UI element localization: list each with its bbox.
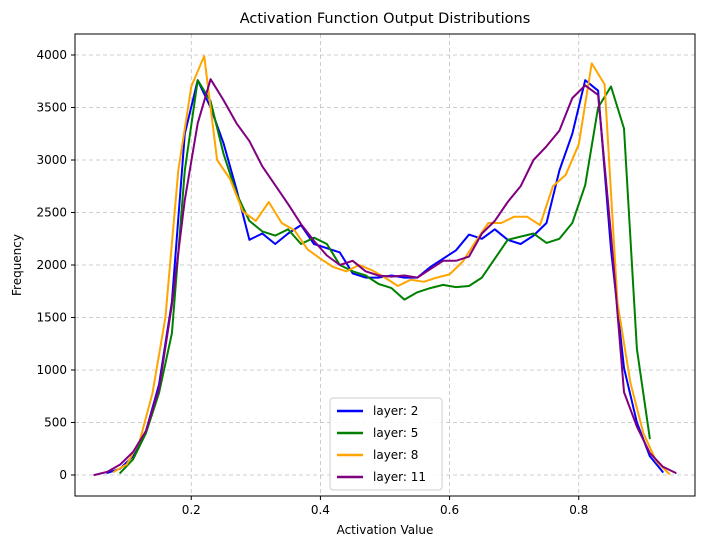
- legend: layer: 2 layer: 5 layer: 8 layer: 11: [329, 397, 443, 491]
- y-tick-label: 1500: [36, 311, 67, 325]
- grid: [75, 34, 695, 496]
- series-line-4: [93, 78, 677, 476]
- legend-label-3: layer: 8: [373, 448, 418, 462]
- series-line-3: [112, 55, 671, 475]
- y-tick-label: 4000: [36, 48, 67, 62]
- legend-label-2: layer: 5: [373, 426, 418, 440]
- x-axis-label: Activation Value: [337, 523, 434, 537]
- chart-title: Activation Function Output Distributions: [240, 11, 531, 27]
- x-tick-label: 0.6: [440, 503, 459, 517]
- plot-lines: [93, 55, 677, 476]
- y-tick-label: 3500: [36, 101, 67, 115]
- legend-label-1: layer: 2: [373, 404, 418, 418]
- y-axis-label: Frequency: [10, 234, 24, 296]
- axis-ticks: 0.2 0.4 0.6 0.8 0 500 1000 1500 2000 2500 3000 3500…: [36, 48, 588, 517]
- x-tick-label: 0.4: [311, 503, 330, 517]
- x-tick-label: 0.2: [182, 503, 201, 517]
- y-tick-label: 3000: [36, 153, 67, 167]
- x-tick-label: 0.8: [569, 503, 588, 517]
- y-tick-label: 0: [59, 468, 67, 482]
- y-tick-label: 2500: [36, 206, 67, 220]
- legend-label-4: layer: 11: [373, 470, 426, 484]
- y-tick-label: 500: [44, 416, 67, 430]
- y-tick-label: 1000: [36, 363, 67, 377]
- legend-box: [329, 397, 443, 491]
- y-tick-label: 2000: [36, 258, 67, 272]
